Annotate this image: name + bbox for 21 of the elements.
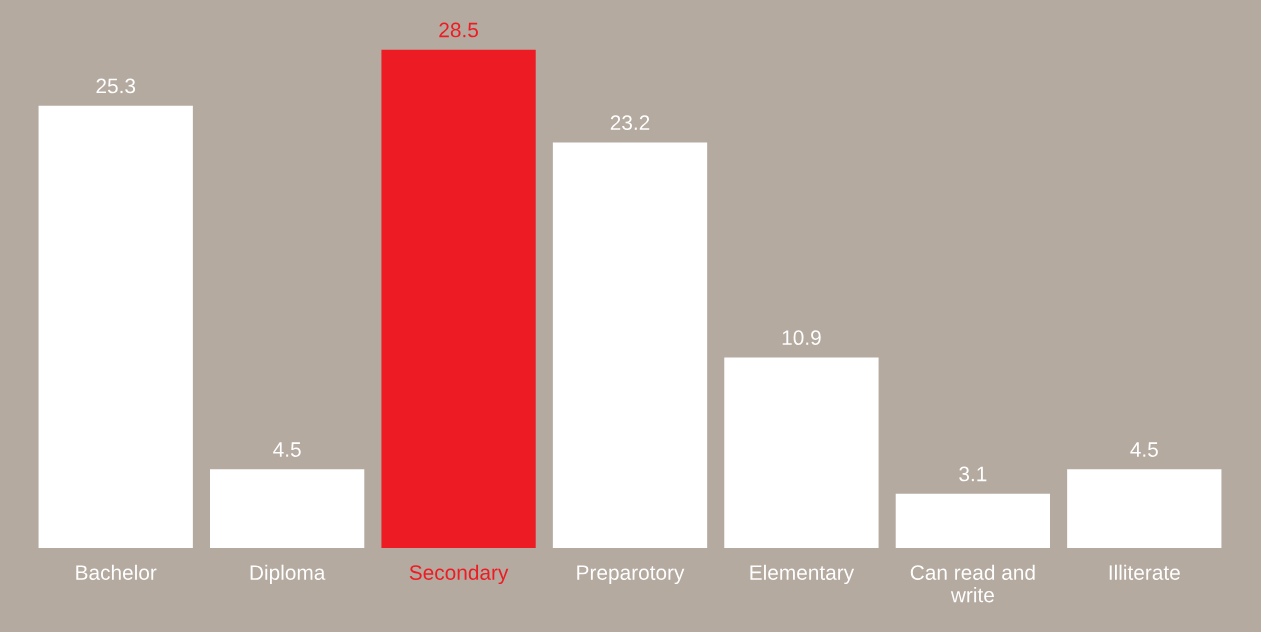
data-label: 3.1 <box>959 466 987 482</box>
x-tick-label: Can read and write <box>910 564 1035 603</box>
x-tick-label: Elementary <box>750 564 855 585</box>
data-label: 4.5 <box>273 442 301 457</box>
bar <box>895 493 1050 548</box>
bar <box>210 469 365 548</box>
data-label: 28.5 <box>439 22 478 38</box>
data-label: 23.2 <box>610 115 650 131</box>
x-tick-label: Secondary <box>409 564 509 585</box>
x-tick-label: Bachelor <box>76 564 157 580</box>
data-label: 25.3 <box>96 78 136 94</box>
bar <box>381 49 536 548</box>
bar <box>724 357 879 548</box>
bar <box>552 142 708 548</box>
x-tick-label: Preparotory <box>577 565 685 585</box>
data-label: 10.9 <box>782 330 821 346</box>
x-tick-label: Diploma <box>250 564 326 585</box>
bar <box>1067 469 1222 548</box>
x-tick-label: Illiterate <box>1109 564 1180 580</box>
bar <box>38 105 193 548</box>
data-label: 4.5 <box>1130 442 1158 457</box>
